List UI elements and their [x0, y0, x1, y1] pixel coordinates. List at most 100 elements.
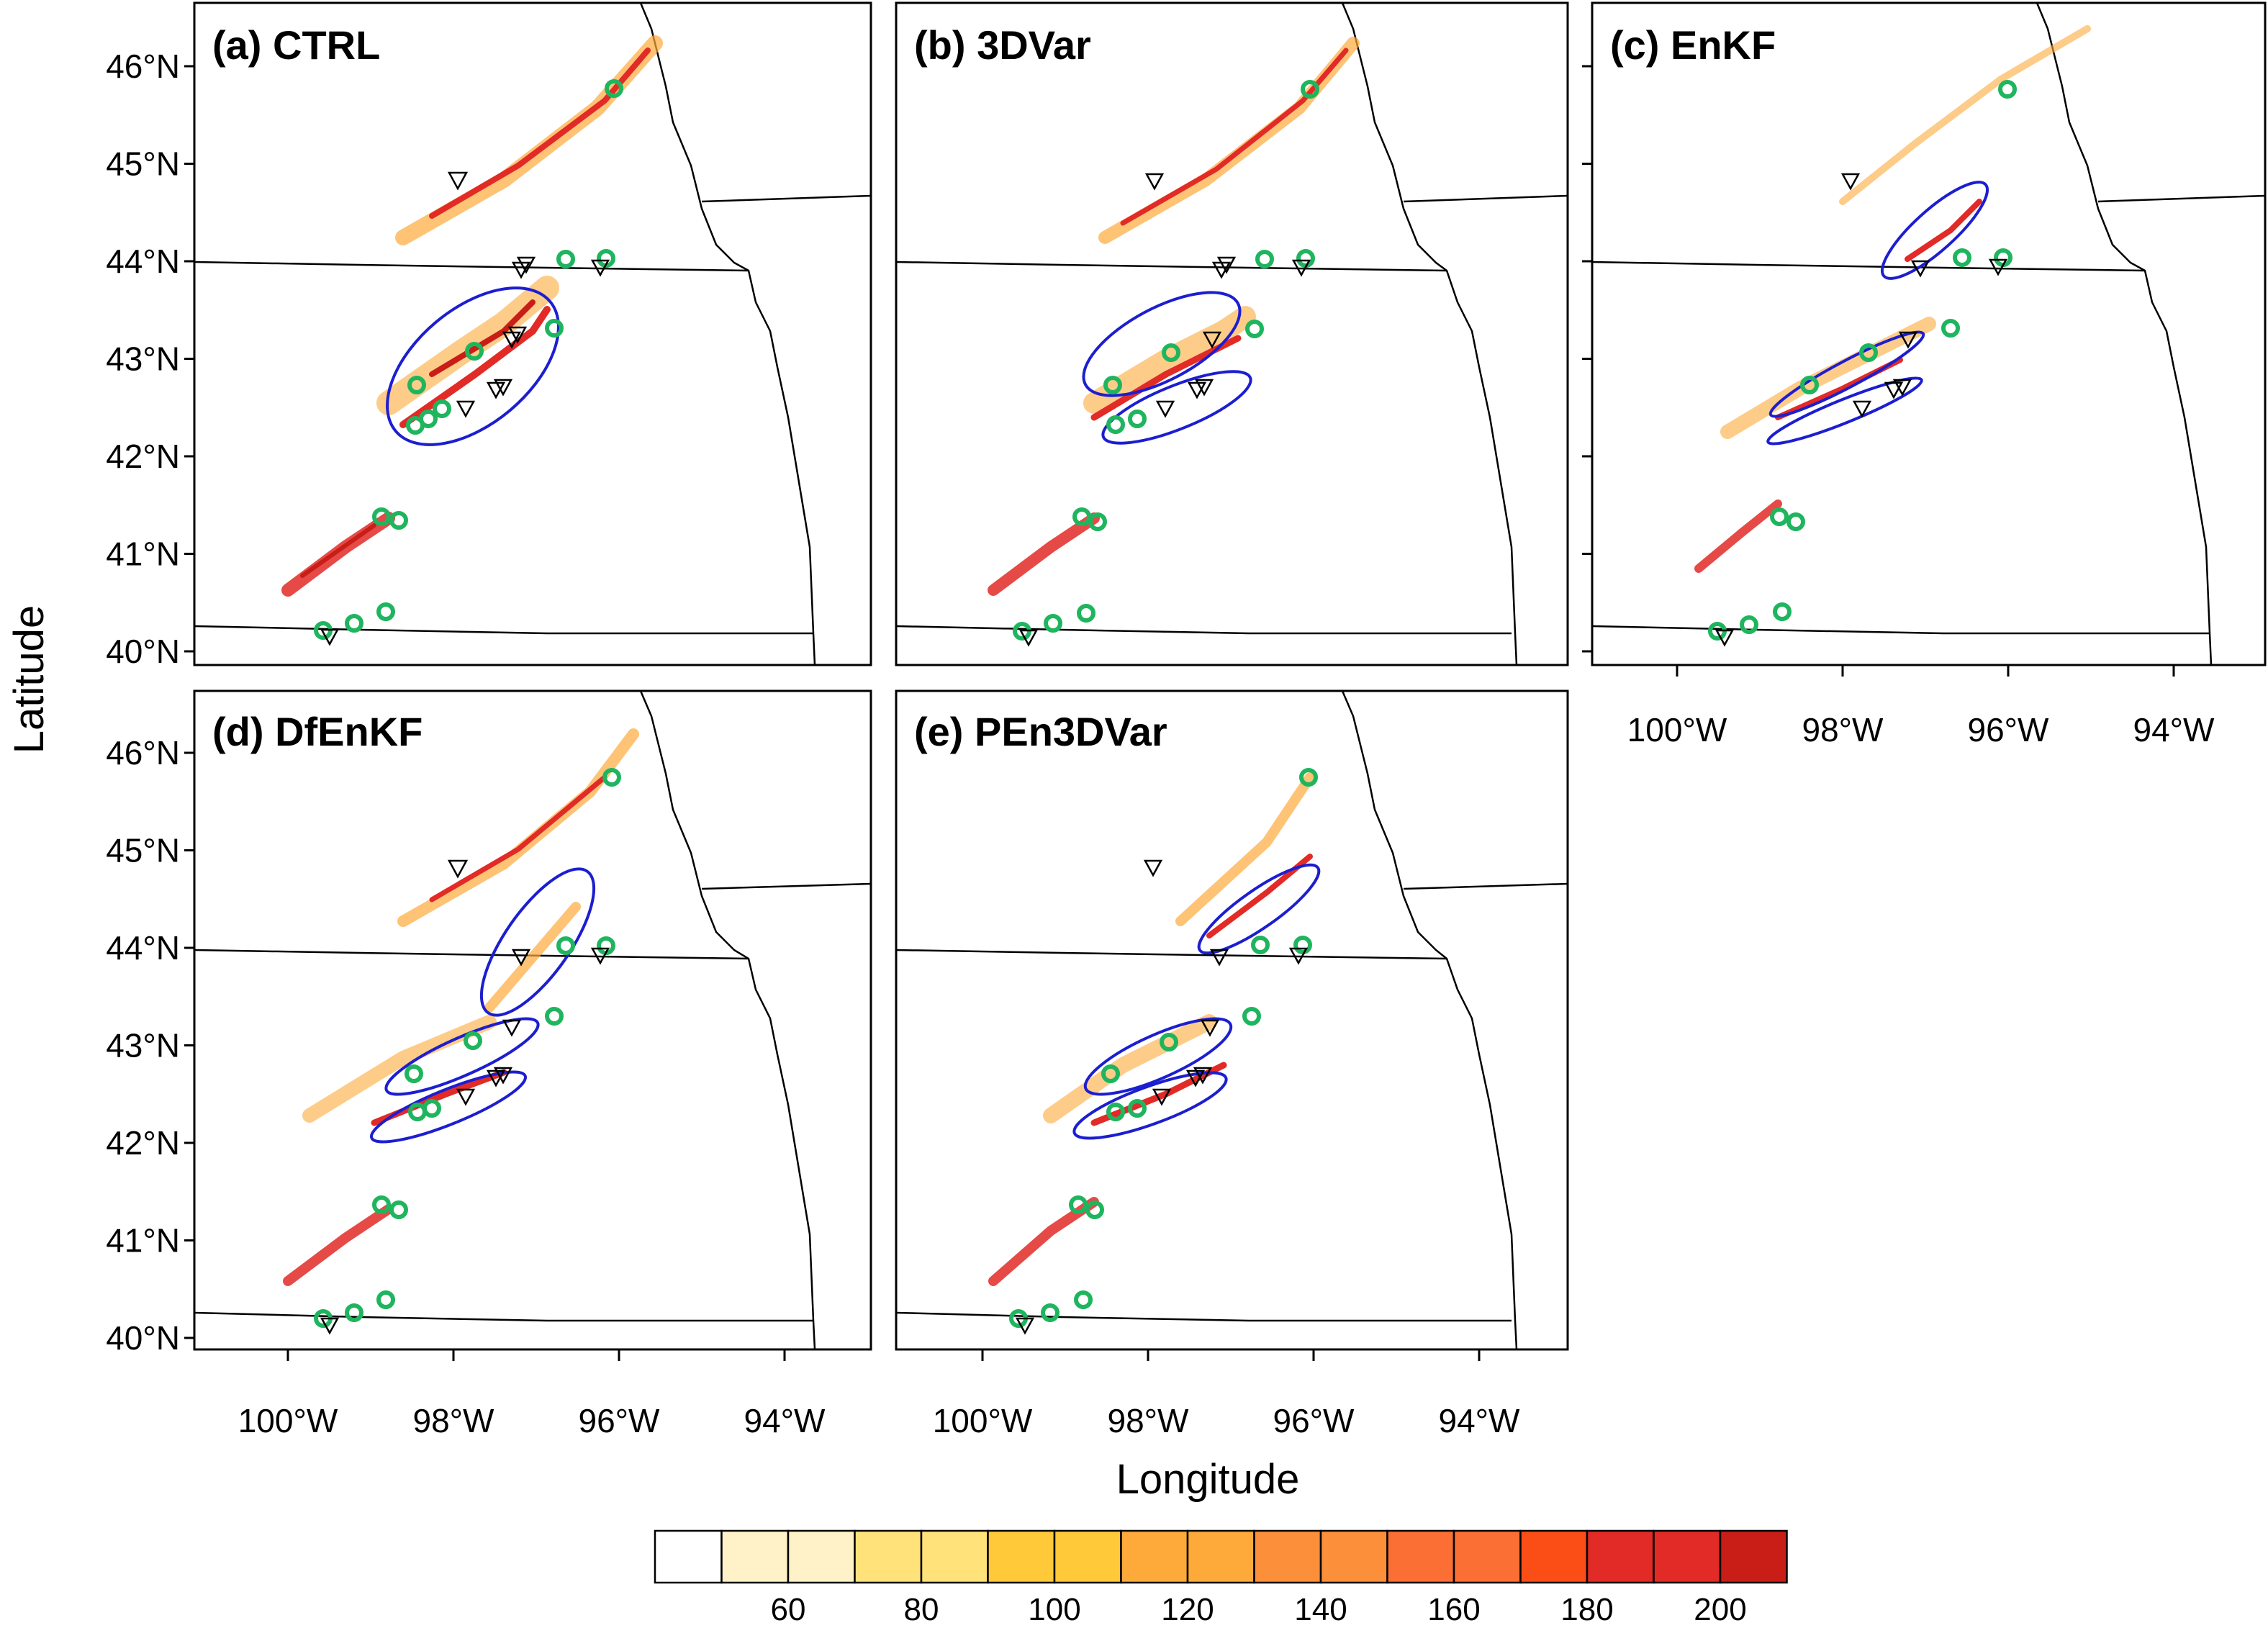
analysis-ellipse-c1 — [1880, 181, 1989, 280]
panel-title-a: (a) CTRL — [212, 22, 380, 68]
colorbar-cell-8 — [1186, 1529, 1255, 1584]
analysis-ellipse-d1 — [479, 867, 596, 1017]
triangle-observations-b — [1018, 173, 1311, 647]
lon-tick-label-e-3: 94°W — [1439, 1402, 1521, 1439]
lat-tick-label-a-5: 41°N — [106, 535, 180, 573]
lon-tick-label-d-3: 94°W — [744, 1402, 826, 1439]
colorbar-cell-16 — [1719, 1529, 1788, 1584]
colorbar-cell-6 — [1053, 1529, 1122, 1584]
lat-tick-label-a-6: 40°N — [106, 633, 180, 670]
colorbar-cell-3 — [854, 1529, 923, 1584]
colorbar-cell-15 — [1653, 1529, 1722, 1584]
circle-observations-d — [314, 768, 621, 1328]
lat-tick-label-d-4: 42°N — [106, 1124, 180, 1162]
lon-tick-label-c-3: 94°W — [2133, 711, 2215, 748]
triangle-observations-d — [320, 859, 610, 1335]
triangle-observations-c — [1714, 173, 2008, 647]
analysis-ellipse-e1 — [1197, 863, 1321, 955]
reflectivity-e — [988, 772, 1315, 1286]
map-area-d — [194, 691, 871, 1349]
panel-title-c: (c) EnKF — [1610, 22, 1776, 68]
axis-ticks: 46°N 45°N 44°N 43°N 42°N 41°N 40°N 46°N 45°N 44°N… — [106, 48, 2215, 1439]
panel-d: (d) DfEnKF — [193, 689, 872, 1351]
colorbar-cell-7 — [1120, 1529, 1189, 1584]
panel-frame-c — [1591, 1, 2267, 666]
reflectivity-c — [1694, 25, 2091, 573]
map-area-a — [194, 3, 871, 665]
colorbar-cell-5 — [987, 1529, 1056, 1584]
analysis-ellipse-c2 — [1768, 330, 1925, 418]
panel-c: (c) EnKF — [1591, 1, 2267, 666]
circle-observations-a — [314, 79, 623, 640]
boundaries-e — [896, 691, 1568, 1349]
map-area-b — [896, 3, 1568, 665]
lon-tick-label-e-2: 96°W — [1273, 1402, 1355, 1439]
analysis-ellipse-b2 — [1101, 370, 1252, 445]
panel-title-d: (d) DfEnKF — [212, 709, 423, 754]
analysis-ellipse-c3 — [1766, 376, 1923, 445]
reflectivity-d — [283, 728, 639, 1286]
lat-tick-label-a-2: 44°N — [106, 243, 180, 280]
boundaries-c — [1592, 3, 2265, 665]
colorbar-label-6: 180 — [1560, 1592, 1613, 1627]
analysis-ellipse-e3 — [1072, 1071, 1228, 1140]
analysis-ellipse-d2 — [384, 1017, 540, 1096]
colorbar-cell-13 — [1519, 1529, 1589, 1584]
lon-tick-label-d-1: 98°W — [413, 1402, 495, 1439]
boundaries-b — [896, 3, 1568, 665]
lat-tick-label-d-6: 40°N — [106, 1319, 180, 1357]
circle-observations-e — [1009, 768, 1318, 1328]
analysis-ellipse-b1 — [1082, 291, 1242, 397]
colorbar-label-5: 160 — [1427, 1592, 1480, 1627]
colorbar-cell-4 — [920, 1529, 989, 1584]
triangle-observations-a — [320, 171, 610, 646]
colorbar-cell-9 — [1253, 1529, 1322, 1584]
lat-tick-label-d-1: 45°N — [106, 832, 180, 869]
colorbar-cell-14 — [1586, 1529, 1655, 1584]
panel-frame-b — [895, 1, 1569, 666]
lon-tick-label-d-2: 96°W — [579, 1402, 661, 1439]
map-area-c — [1592, 3, 2265, 665]
colorbar-label-2: 100 — [1028, 1592, 1080, 1627]
colorbar-label-4: 140 — [1294, 1592, 1347, 1627]
colorbar-label-3: 120 — [1161, 1592, 1214, 1627]
y-axis-title: Latitude — [6, 605, 53, 754]
lon-tick-label-c-1: 98°W — [1802, 711, 1884, 748]
lat-tick-label-a-0: 46°N — [106, 48, 180, 85]
colorbar-cell-10 — [1319, 1529, 1388, 1584]
triangle-observations-e — [1015, 859, 1309, 1335]
lon-tick-label-c-0: 100°W — [1627, 711, 1727, 748]
analysis-ellipse-a1 — [386, 286, 560, 446]
colorbar-label-7: 200 — [1694, 1592, 1746, 1627]
colorbar-cell-12 — [1452, 1529, 1522, 1584]
lon-tick-label-e-0: 100°W — [933, 1402, 1033, 1439]
colorbar-label-1: 80 — [904, 1592, 939, 1627]
panel-e: (e) PEn3DVar — [895, 689, 1569, 1351]
lon-tick-label-c-2: 96°W — [1968, 711, 2050, 748]
map-area-e — [896, 691, 1568, 1349]
panel-title-e: (e) PEn3DVar — [914, 709, 1167, 754]
lat-tick-label-d-0: 46°N — [106, 734, 180, 772]
panel-frame-a — [193, 1, 872, 666]
analysis-ellipse-e2 — [1083, 1017, 1233, 1096]
colorbar-cell-11 — [1386, 1529, 1455, 1584]
panel-frame-d — [193, 689, 872, 1351]
colorbar: 60 80 100 120 140 160 180 200 — [654, 1529, 1788, 1627]
analysis-ellipse-d3 — [369, 1070, 528, 1144]
lon-tick-label-e-1: 98°W — [1108, 1402, 1190, 1439]
lat-tick-label-a-1: 45°N — [106, 145, 180, 183]
lat-tick-label-d-2: 44°N — [106, 929, 180, 967]
colorbar-cell-1 — [720, 1529, 790, 1584]
panel-frame-e — [895, 689, 1569, 1351]
panel-a: (a) CTRL — [193, 1, 872, 666]
colorbar-cell-0 — [654, 1529, 723, 1584]
lat-tick-label-a-4: 42°N — [106, 438, 180, 475]
boundaries-a — [194, 3, 871, 665]
lat-tick-label-a-3: 43°N — [106, 340, 180, 378]
lon-tick-label-d-0: 100°W — [238, 1402, 338, 1439]
lat-tick-label-d-3: 43°N — [106, 1027, 180, 1064]
panel-title-b: (b) 3DVar — [914, 22, 1091, 68]
colorbar-cell-2 — [787, 1529, 856, 1584]
reflectivity-b — [988, 37, 1360, 596]
